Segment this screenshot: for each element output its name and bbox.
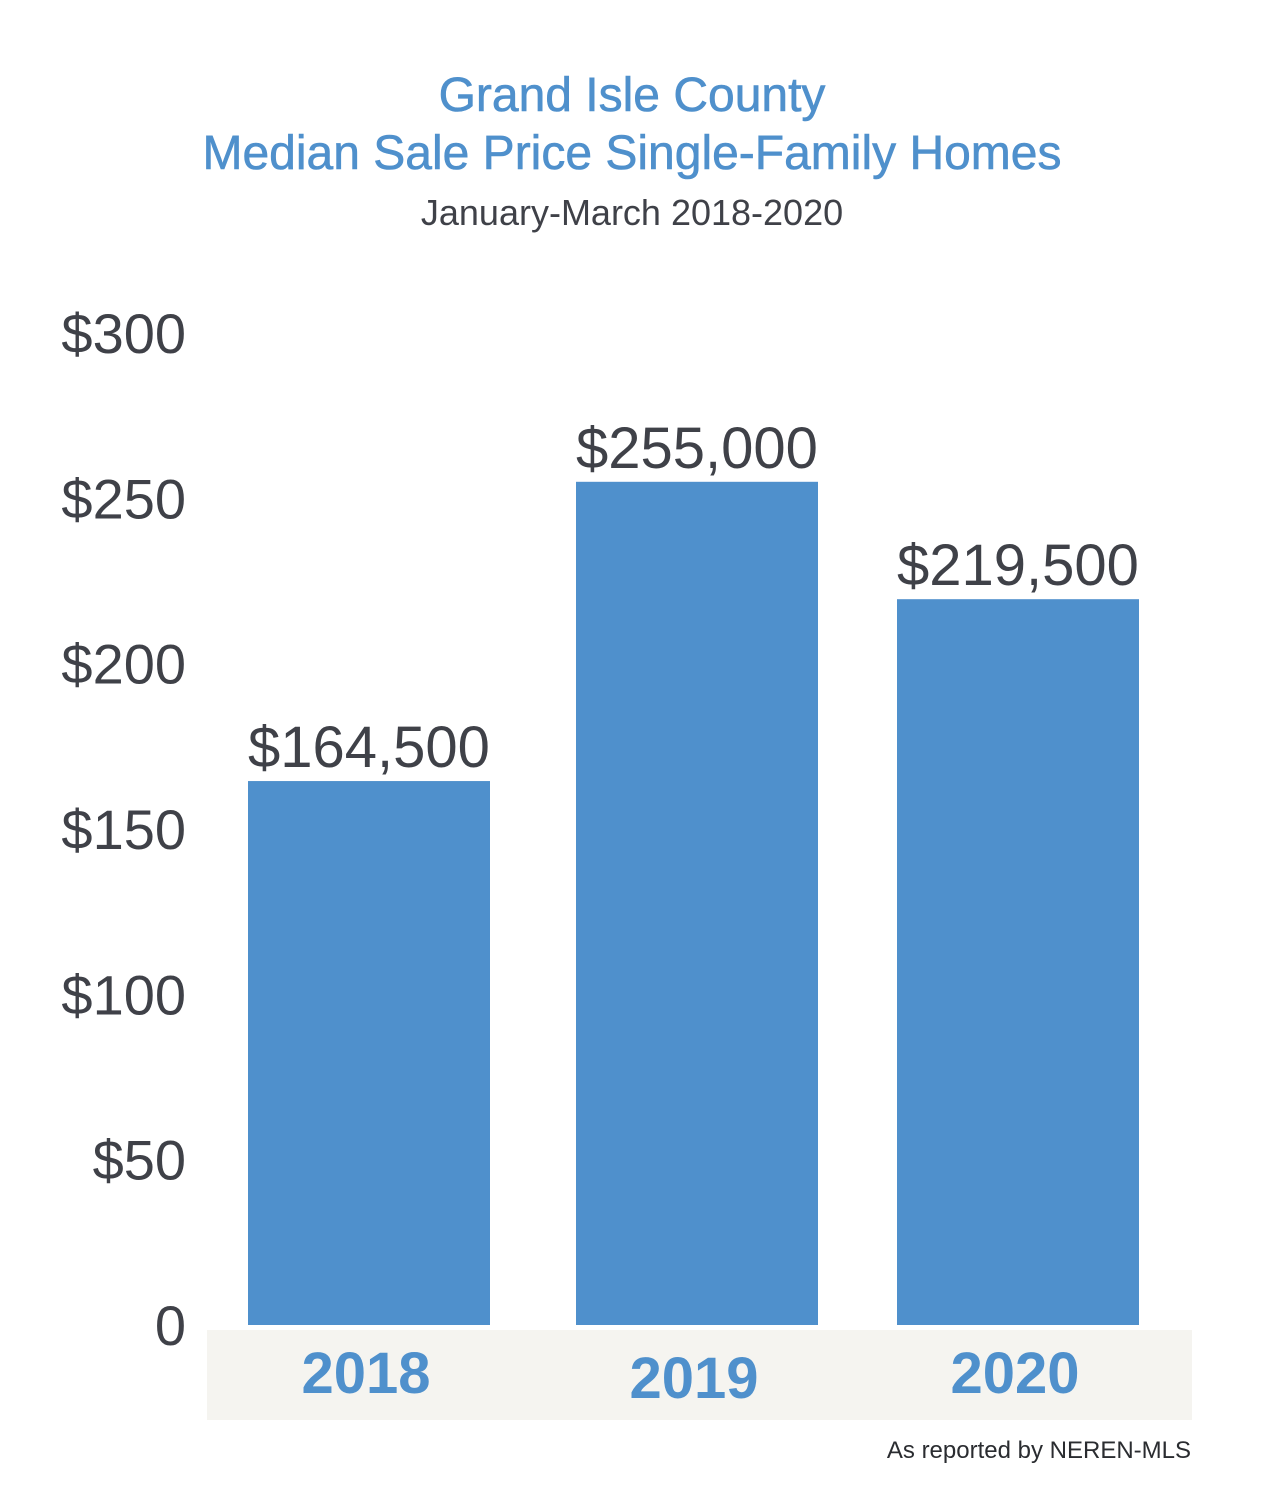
y-axis: 0 $50 $100 $150 $200 $250 $300 [61, 302, 186, 1357]
y-tick-label: $200 [61, 633, 186, 696]
x-axis: 2018 2019 2020 [301, 1341, 1079, 1411]
chart-subtitle: January-March 2018-2020 [420, 192, 844, 233]
y-tick-label: $50 [93, 1129, 186, 1192]
y-tick-label: $300 [61, 302, 186, 365]
y-tick-label: $250 [61, 467, 186, 530]
x-category-label: 2019 [629, 1346, 758, 1411]
chart-title-line-1: Grand Isle County [438, 69, 826, 123]
bars-group [248, 481, 1139, 1325]
x-category-label: 2018 [301, 1341, 430, 1406]
y-tick-label: 0 [155, 1294, 186, 1357]
bar-value-label: $255,000 [576, 416, 818, 481]
category-axis-band [207, 1330, 1192, 1420]
bar-2019 [576, 481, 818, 1325]
x-category-label: 2020 [950, 1341, 1079, 1406]
bar-2018 [248, 781, 490, 1325]
y-tick-label: $100 [61, 963, 186, 1026]
chart-title-line-2: Median Sale Price Single-Family Homes [202, 127, 1062, 181]
bar-2020 [897, 599, 1139, 1325]
bar-value-label: $219,500 [897, 533, 1139, 598]
y-tick-label: $150 [61, 798, 186, 861]
value-labels-group: $164,500 $255,000 $219,500 [248, 416, 1139, 780]
source-note: As reported by NEREN-MLS [886, 1437, 1191, 1464]
bar-value-label: $164,500 [248, 715, 490, 780]
